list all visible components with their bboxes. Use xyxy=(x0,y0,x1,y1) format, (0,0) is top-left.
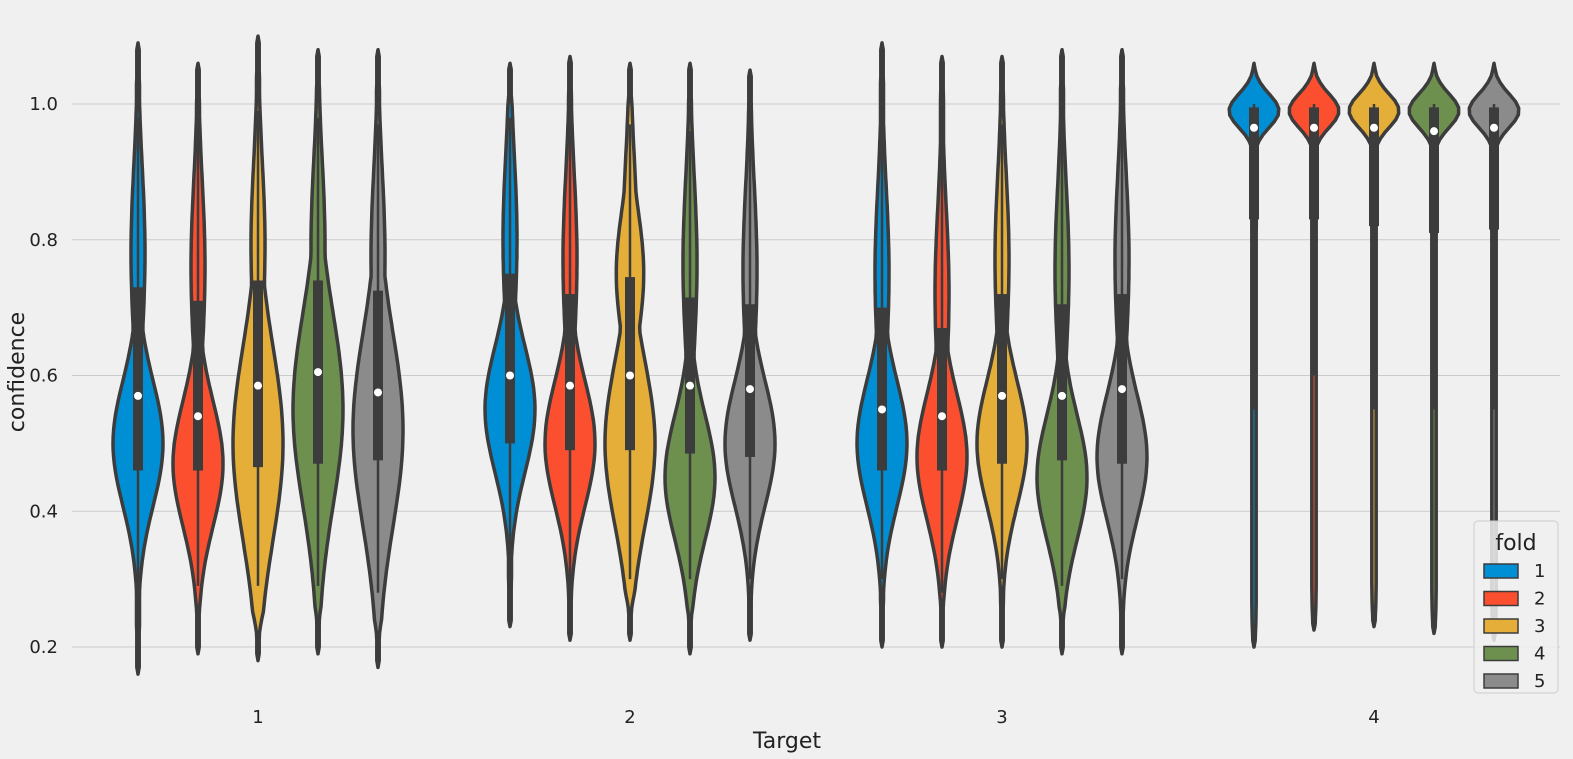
median-point xyxy=(194,412,202,421)
median-point xyxy=(134,391,142,400)
x-tick-label: 4 xyxy=(1368,707,1379,728)
median-point xyxy=(314,368,322,377)
x-tick-label: 1 xyxy=(252,707,263,728)
median-point xyxy=(938,412,946,421)
x-axis-label: Target xyxy=(752,729,821,754)
x-tick-labels: 1 2 3 4 xyxy=(252,707,1379,728)
median-point xyxy=(1490,123,1498,132)
iqr-box xyxy=(685,297,695,454)
y-tick-label: 0.4 xyxy=(29,501,58,522)
iqr-box xyxy=(877,307,887,471)
median-point xyxy=(626,371,634,380)
legend-swatch xyxy=(1483,645,1519,662)
y-tick-label: 0.8 xyxy=(29,230,58,251)
y-tick-label: 0.6 xyxy=(29,366,58,387)
legend-entry-label: 5 xyxy=(1534,671,1545,692)
iqr-box xyxy=(505,273,515,444)
legend-swatch xyxy=(1483,590,1519,607)
legend-entry-label: 4 xyxy=(1534,644,1545,665)
iqr-box xyxy=(1249,107,1259,220)
legend-swatch xyxy=(1483,563,1519,579)
y-axis-label: confidence xyxy=(5,312,30,432)
legend-swatch xyxy=(1483,618,1519,634)
y-tick-label: 1.0 xyxy=(29,94,58,115)
iqr-box xyxy=(1489,107,1499,230)
iqr-box xyxy=(253,280,263,468)
y-tick-label: 0.2 xyxy=(29,637,58,658)
median-point xyxy=(746,385,754,394)
legend-entry-label: 3 xyxy=(1534,616,1545,637)
iqr-box xyxy=(1117,294,1127,464)
x-tick-label: 3 xyxy=(996,707,1007,728)
median-point xyxy=(1250,123,1258,132)
iqr-box xyxy=(997,294,1007,464)
median-point xyxy=(374,388,382,397)
legend-swatch xyxy=(1483,673,1519,689)
median-point xyxy=(878,405,886,414)
median-point xyxy=(1370,123,1378,132)
iqr-box xyxy=(1057,304,1067,461)
median-point xyxy=(998,391,1006,400)
iqr-box xyxy=(373,290,383,461)
legend-title: fold xyxy=(1495,531,1536,556)
median-point xyxy=(254,381,262,390)
x-tick-label: 2 xyxy=(624,707,635,728)
iqr-box xyxy=(625,277,635,451)
legend-entry-label: 2 xyxy=(1534,589,1545,610)
median-point xyxy=(1058,391,1066,400)
median-point xyxy=(1118,385,1126,394)
median-point xyxy=(686,381,694,390)
median-point xyxy=(566,381,574,390)
iqr-box xyxy=(937,327,947,471)
legend: fold 1 2 3 4 5 xyxy=(1473,520,1559,694)
iqr-box xyxy=(133,287,143,471)
iqr-box xyxy=(1309,107,1319,220)
y-tick-labels: 0.2 0.4 0.6 0.8 1.0 xyxy=(29,94,58,658)
median-point xyxy=(1430,127,1438,136)
iqr-box xyxy=(745,304,755,457)
iqr-box xyxy=(1369,107,1379,227)
iqr-box xyxy=(193,300,203,471)
legend-entry-label: 1 xyxy=(1534,561,1545,582)
median-point xyxy=(506,371,514,380)
violin-plot-area xyxy=(111,34,1521,676)
median-point xyxy=(1310,123,1318,132)
iqr-box xyxy=(565,294,575,451)
iqr-box xyxy=(1429,107,1439,233)
